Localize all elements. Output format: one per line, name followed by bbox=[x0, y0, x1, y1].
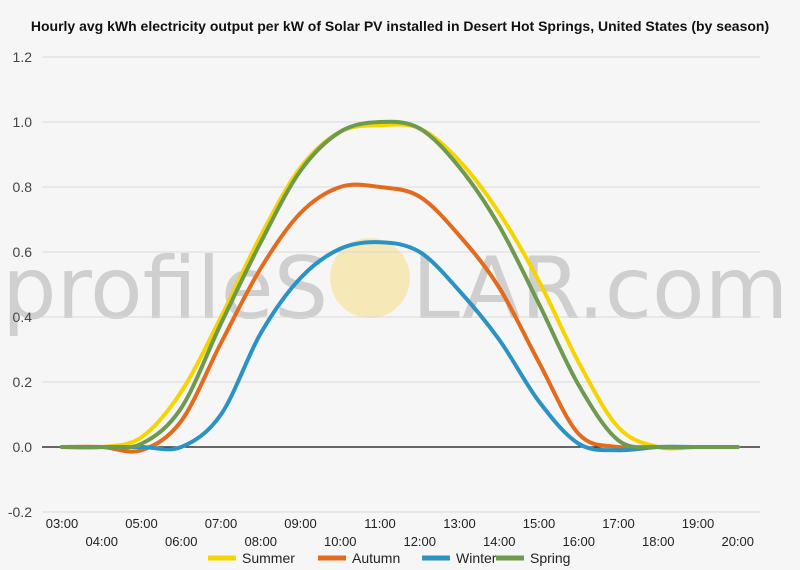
legend-label-summer: Summer bbox=[242, 550, 295, 566]
legend-label-spring: Spring bbox=[530, 550, 570, 566]
x-tick-label: 15:00 bbox=[523, 516, 556, 531]
watermark-sun-icon bbox=[330, 238, 410, 318]
y-tick-label: 1.2 bbox=[13, 49, 33, 65]
series-line-autumn bbox=[60, 182, 740, 454]
x-tick-label: 04:00 bbox=[85, 534, 118, 549]
x-tick-label: 20:00 bbox=[721, 534, 754, 549]
legend: Summer Autumn Winter Spring bbox=[208, 550, 570, 566]
x-tick-label: 10:00 bbox=[324, 534, 357, 549]
watermark-text-left: profileS bbox=[2, 239, 328, 339]
x-tick-label: 17:00 bbox=[602, 516, 635, 531]
x-tick-label: 13:00 bbox=[443, 516, 476, 531]
x-tick-label: 06:00 bbox=[165, 534, 198, 549]
chart-title: Hourly avg kWh electricity output per kW… bbox=[30, 18, 770, 34]
y-tick-label: 1.0 bbox=[13, 114, 33, 130]
watermark-text-right: LAR.com bbox=[412, 239, 788, 339]
watermark: profileS LAR.com bbox=[2, 238, 788, 339]
x-tick-label: 08:00 bbox=[244, 534, 277, 549]
y-tick-label: 0.4 bbox=[13, 309, 33, 325]
y-tick-label: 0.2 bbox=[13, 374, 33, 390]
y-axis: -0.2 0.0 0.2 0.4 0.6 0.8 1.0 1.2 bbox=[8, 49, 32, 520]
legend-label-autumn: Autumn bbox=[352, 550, 400, 566]
y-tick-label: 0.8 bbox=[13, 179, 33, 195]
x-tick-label: 11:00 bbox=[364, 516, 396, 531]
y-tick-label: 0.6 bbox=[13, 244, 33, 260]
x-tick-label: 19:00 bbox=[682, 516, 715, 531]
series-line-summer bbox=[60, 122, 740, 451]
x-tick-label: 09:00 bbox=[284, 516, 317, 531]
x-tick-label: 14:00 bbox=[483, 534, 516, 549]
y-tick-label: 0.0 bbox=[13, 439, 33, 455]
series-line-winter bbox=[60, 240, 740, 453]
x-tick-label: 05:00 bbox=[125, 516, 158, 531]
legend-label-winter: Winter bbox=[456, 550, 497, 566]
x-tick-label: 16:00 bbox=[562, 534, 595, 549]
series-line-spring bbox=[60, 119, 740, 450]
x-axis: 03:00 04:00 05:00 06:00 07:00 08:00 09:00 10:00… bbox=[46, 516, 754, 549]
x-tick-label: 03:00 bbox=[46, 516, 79, 531]
series-lines bbox=[60, 119, 740, 454]
x-tick-label: 12:00 bbox=[403, 534, 436, 549]
x-tick-label: 07:00 bbox=[205, 516, 238, 531]
y-tick-label: -0.2 bbox=[8, 504, 32, 520]
x-tick-label: 18:00 bbox=[642, 534, 675, 549]
